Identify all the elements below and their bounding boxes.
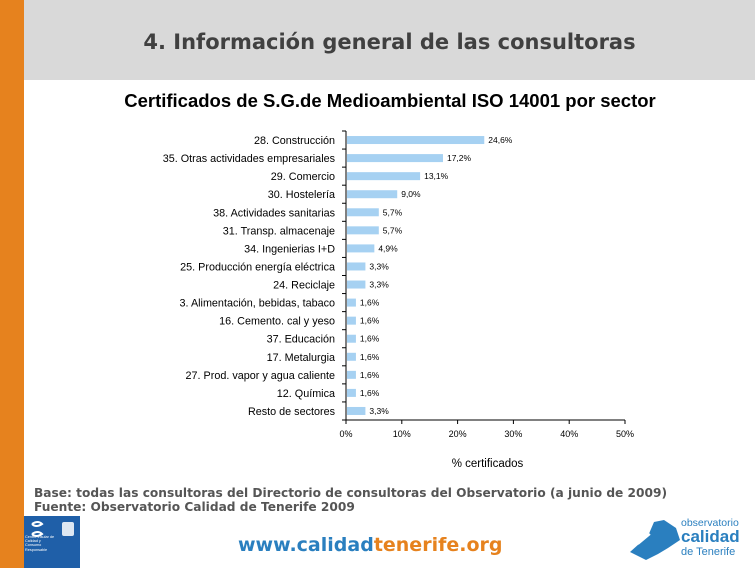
x-tick-label: 20% xyxy=(449,429,467,439)
category-label: 12. Química xyxy=(277,388,335,400)
data-label: 9,0% xyxy=(401,189,421,199)
bar xyxy=(347,370,356,379)
data-label: 4,9% xyxy=(378,243,398,253)
category-label: 3. Alimentación, bebidas, tabaco xyxy=(180,298,335,310)
x-tick-label: 40% xyxy=(560,429,578,439)
bar xyxy=(347,226,379,235)
x-tick-label: 30% xyxy=(504,429,522,439)
page-title: 4. Información general de las consultora… xyxy=(143,30,636,54)
data-label: 1,6% xyxy=(360,298,380,308)
data-label: 5,7% xyxy=(383,207,403,217)
bar xyxy=(347,208,379,217)
category-label: 29. Comercio xyxy=(271,171,335,183)
x-tick-label: 50% xyxy=(616,429,634,439)
category-label: 34. Ingenierias I+D xyxy=(244,243,335,255)
bar xyxy=(347,316,356,325)
data-label: 3,3% xyxy=(369,261,389,271)
left-logo-text: Centro Insular de Calidad y Consumo Resp… xyxy=(25,535,55,552)
data-label: 13,1% xyxy=(424,171,449,181)
category-label: 30. Hostelería xyxy=(268,189,335,201)
category-label: 16. Cemento. cal y yeso xyxy=(219,316,335,328)
x-axis-label: % certificados xyxy=(452,458,524,470)
data-label: 17,2% xyxy=(447,153,472,163)
data-label: 1,6% xyxy=(360,352,380,362)
bar xyxy=(347,298,356,307)
category-label: 38. Actividades sanitarias xyxy=(213,207,335,219)
bar-chart: 28. Construcción 24,6% 35. Otras actividad… xyxy=(163,130,634,470)
data-label: 24,6% xyxy=(488,135,513,145)
url-middle: calidad xyxy=(296,534,374,556)
category-label: 37. Educación xyxy=(267,334,335,346)
data-label: 3,3% xyxy=(369,280,389,290)
category-label: Resto de sectores xyxy=(248,406,336,418)
bar xyxy=(347,280,366,289)
data-label: 1,6% xyxy=(360,370,380,380)
category-label: 28. Construcción xyxy=(254,135,335,147)
bar xyxy=(347,262,366,271)
category-label: 25. Producción energía eléctrica xyxy=(180,261,335,273)
category-label: 24. Reciclaje xyxy=(273,280,335,292)
category-label: 35. Otras actividades empresariales xyxy=(163,153,336,165)
centro-insular-logo-mark xyxy=(31,521,74,537)
url-prefix: www. xyxy=(238,534,297,556)
website-link[interactable]: www.calidadtenerife.org xyxy=(238,534,502,556)
footer-notes: Base: todas las consultoras del Director… xyxy=(34,486,667,514)
bar xyxy=(347,190,398,199)
source-note: Fuente: Observatorio Calidad de Tenerife… xyxy=(34,500,355,514)
x-tick-label: 0% xyxy=(339,429,352,439)
bar xyxy=(347,352,356,361)
chart-title: Certificados de S.G.de Medioambiental IS… xyxy=(124,90,656,111)
url-suffix: tenerife.org xyxy=(373,534,503,556)
category-label: 27. Prod. vapor y agua caliente xyxy=(186,370,335,382)
centro-insular-logo xyxy=(24,516,80,568)
observatorio-logo-line1: observatorio xyxy=(681,517,739,529)
header-band: 4. Información general de las consultora… xyxy=(24,0,755,80)
data-label: 1,6% xyxy=(360,334,380,344)
x-tick-label: 10% xyxy=(393,429,411,439)
bar xyxy=(347,172,421,181)
observatorio-logo-line3: de Tenerife xyxy=(681,546,736,558)
data-label: 3,3% xyxy=(369,406,389,416)
data-label: 5,7% xyxy=(383,225,403,235)
bar xyxy=(347,388,356,397)
observatorio-logo-mark xyxy=(630,520,680,560)
bar xyxy=(347,244,375,253)
base-note: Base: todas las consultoras del Director… xyxy=(34,486,668,500)
bar xyxy=(347,334,356,343)
bar xyxy=(347,406,366,415)
bar xyxy=(347,154,443,163)
data-label: 1,6% xyxy=(360,316,380,326)
bar xyxy=(347,136,485,145)
observatorio-logo-line2: calidad xyxy=(681,527,740,546)
category-label: 17. Metalurgia xyxy=(267,352,335,364)
category-label: 31. Transp. almacenaje xyxy=(223,225,335,237)
data-label: 1,6% xyxy=(360,388,380,398)
left-accent-bar xyxy=(0,0,24,568)
